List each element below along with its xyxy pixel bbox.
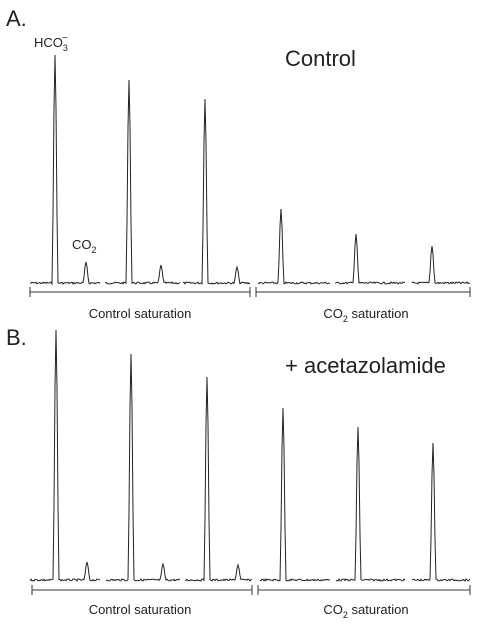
group-label: Control saturation bbox=[89, 306, 192, 321]
spectrum-trace bbox=[104, 79, 181, 285]
spectrum-trace bbox=[29, 54, 101, 286]
spectrum-trace bbox=[411, 245, 471, 285]
peak-label: HCO3− bbox=[34, 33, 68, 53]
group-label: Control saturation bbox=[89, 602, 192, 617]
condition-label: Control bbox=[285, 46, 356, 71]
group-label: CO2 saturation bbox=[323, 602, 408, 620]
spectrum-trace bbox=[411, 442, 471, 582]
spectrum-trace bbox=[105, 353, 181, 582]
panel-letter: B. bbox=[6, 325, 27, 350]
panel-letter: A. bbox=[6, 6, 27, 31]
peak-label: CO2 bbox=[72, 237, 97, 255]
spectrum-trace bbox=[185, 376, 253, 582]
spectrum-trace bbox=[335, 426, 406, 582]
spectrum-trace bbox=[334, 233, 406, 285]
group-label: CO2 saturation bbox=[323, 306, 408, 324]
condition-label: + acetazolamide bbox=[285, 353, 446, 378]
spectrum-trace bbox=[29, 329, 101, 582]
spectrum-trace bbox=[259, 407, 331, 582]
bracket bbox=[29, 287, 471, 297]
spectrum-trace bbox=[257, 208, 330, 285]
spectrum-trace bbox=[182, 98, 251, 285]
bracket bbox=[31, 585, 471, 595]
